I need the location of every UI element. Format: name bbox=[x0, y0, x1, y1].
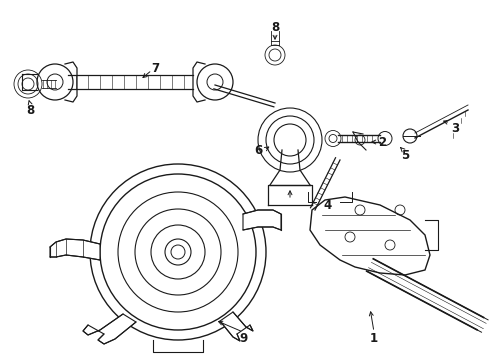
Text: 8: 8 bbox=[26, 104, 34, 117]
Text: 8: 8 bbox=[271, 21, 279, 33]
Text: 3: 3 bbox=[451, 122, 459, 135]
Text: 4: 4 bbox=[324, 198, 332, 212]
Text: 9: 9 bbox=[239, 332, 247, 345]
Text: 6: 6 bbox=[254, 144, 262, 157]
Polygon shape bbox=[243, 210, 281, 230]
Text: 7: 7 bbox=[151, 62, 159, 75]
Text: 5: 5 bbox=[401, 149, 409, 162]
Text: 2: 2 bbox=[378, 135, 386, 149]
Text: 1: 1 bbox=[370, 332, 378, 345]
Polygon shape bbox=[50, 239, 100, 260]
Polygon shape bbox=[220, 312, 253, 341]
Polygon shape bbox=[83, 314, 136, 344]
